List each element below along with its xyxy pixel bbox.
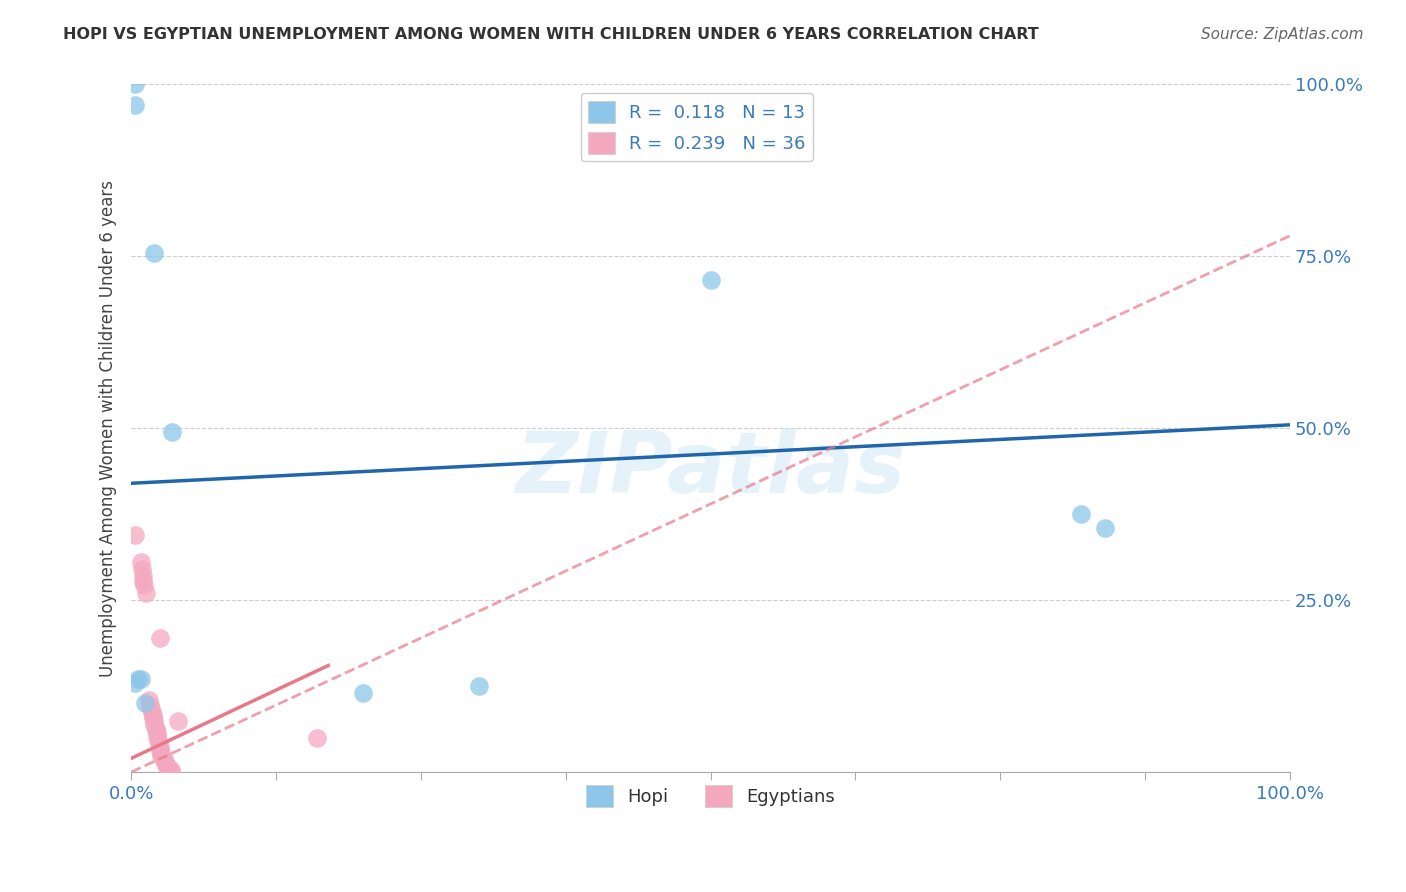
Point	[141, 705, 163, 719]
Point	[131, 562, 153, 576]
Point	[149, 631, 172, 645]
Point	[468, 679, 491, 693]
Point	[148, 736, 170, 750]
Point	[143, 718, 166, 732]
Point	[124, 78, 146, 92]
Point	[305, 731, 328, 745]
Point	[142, 711, 165, 725]
Point	[129, 672, 152, 686]
Point	[155, 757, 177, 772]
Point	[150, 746, 173, 760]
Point	[149, 743, 172, 757]
Point	[159, 762, 181, 776]
Point	[352, 686, 374, 700]
Point	[138, 693, 160, 707]
Point	[124, 675, 146, 690]
Point	[127, 672, 149, 686]
Point	[129, 555, 152, 569]
Point	[132, 578, 155, 592]
Point	[159, 763, 181, 777]
Point	[134, 696, 156, 710]
Point	[145, 725, 167, 739]
Point	[139, 698, 162, 712]
Point	[145, 723, 167, 737]
Point	[166, 714, 188, 728]
Point	[145, 729, 167, 743]
Point	[156, 759, 179, 773]
Point	[153, 756, 176, 770]
Point	[142, 708, 165, 723]
Point	[132, 569, 155, 583]
Legend: Hopi, Egyptians: Hopi, Egyptians	[579, 778, 842, 814]
Text: Source: ZipAtlas.com: Source: ZipAtlas.com	[1201, 27, 1364, 42]
Point	[1070, 507, 1092, 521]
Point	[157, 760, 180, 774]
Point	[139, 702, 162, 716]
Point	[146, 733, 169, 747]
Point	[143, 246, 166, 260]
Point	[152, 751, 174, 765]
Point	[1094, 521, 1116, 535]
Point	[124, 98, 146, 112]
Point	[135, 586, 157, 600]
Point	[143, 714, 166, 729]
Point	[150, 748, 173, 763]
Point	[132, 574, 155, 588]
Point	[149, 739, 172, 754]
Text: HOPI VS EGYPTIAN UNEMPLOYMENT AMONG WOMEN WITH CHILDREN UNDER 6 YEARS CORRELATIO: HOPI VS EGYPTIAN UNEMPLOYMENT AMONG WOME…	[63, 27, 1039, 42]
Point	[699, 273, 721, 287]
Text: ZIPatlas: ZIPatlas	[516, 428, 905, 511]
Y-axis label: Unemployment Among Women with Children Under 6 years: Unemployment Among Women with Children U…	[100, 180, 117, 677]
Point	[159, 764, 181, 778]
Point	[124, 528, 146, 542]
Point	[152, 753, 174, 767]
Point	[160, 425, 183, 439]
